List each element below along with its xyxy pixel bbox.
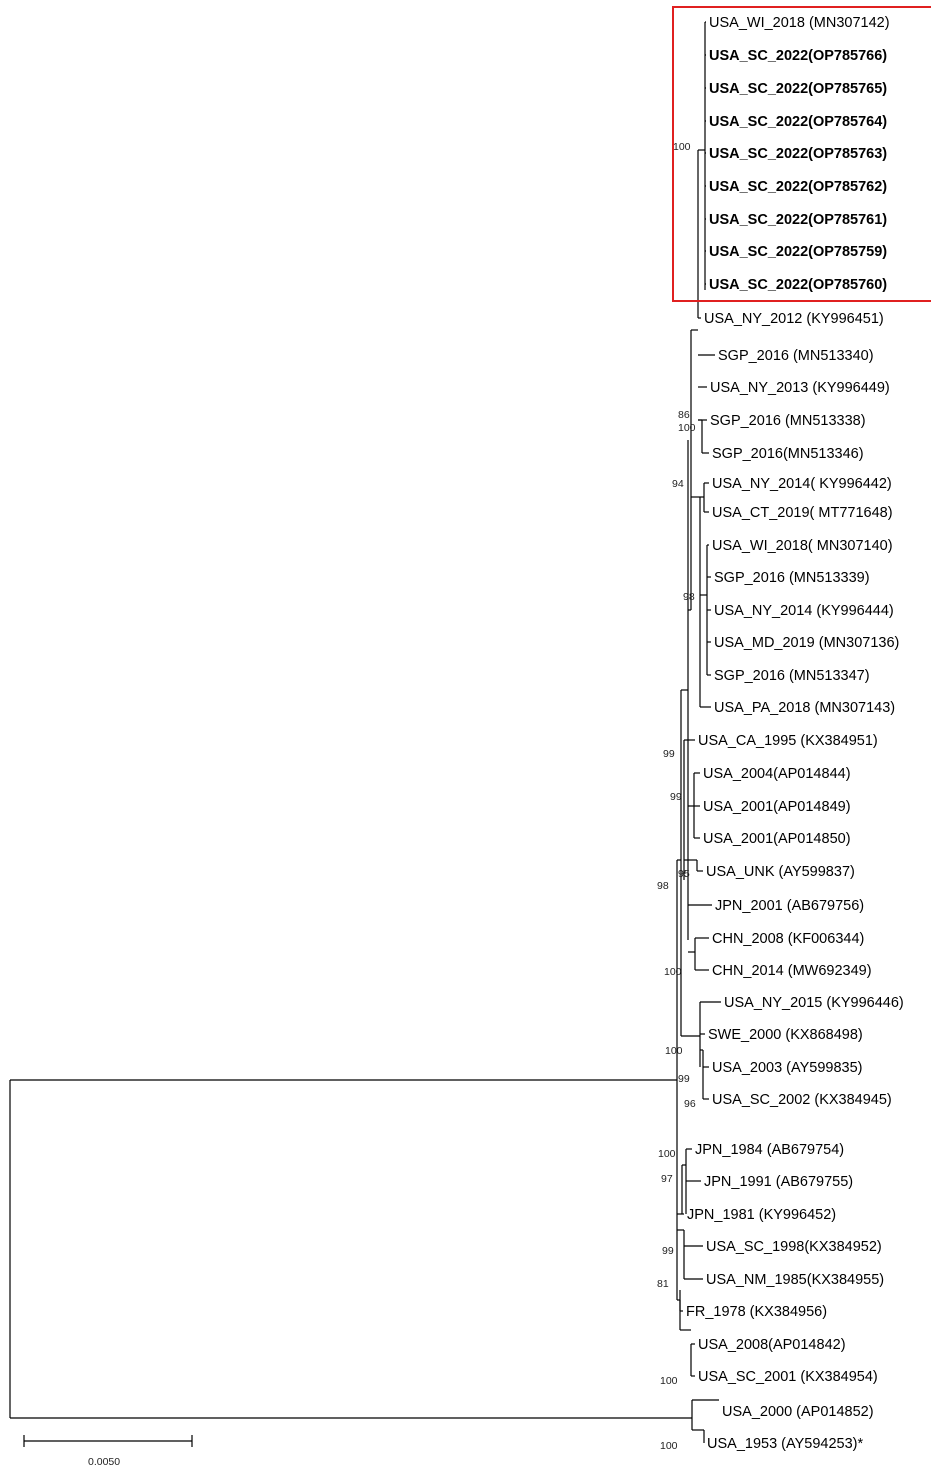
bootstrap-value: 98: [683, 591, 695, 603]
leaf-label: JPN_1984 (AB679754): [695, 1142, 844, 1158]
leaf-label: USA_2008(AP014842): [698, 1337, 846, 1353]
leaf-label: USA_2003 (AY599835): [712, 1060, 862, 1076]
leaf-label: SGP_2016 (MN513339): [714, 570, 870, 586]
leaf-label: JPN_1991 (AB679755): [704, 1174, 853, 1190]
leaf-label: USA_2001(AP014850): [703, 831, 851, 847]
bootstrap-value: 86: [678, 409, 690, 421]
leaf-label: USA_SC_2022(OP785761): [709, 212, 887, 228]
leaf-label: USA_MD_2019 (MN307136): [714, 635, 899, 651]
leaf-label: SGP_2016 (MN513338): [710, 413, 866, 429]
bootstrap-value: 99: [670, 791, 682, 803]
leaf-label: USA_NY_2015 (KY996446): [724, 995, 904, 1011]
scale-bar: 0.0050: [23, 1435, 193, 1468]
leaf-label: USA_SC_2022(OP785765): [709, 81, 887, 97]
leaf-label: USA_SC_2002 (KX384945): [712, 1092, 892, 1108]
leaf-label: USA_SC_2022(OP785766): [709, 48, 887, 64]
bootstrap-value: 99: [678, 1073, 690, 1085]
leaf-label: USA_NY_2014( KY996442): [712, 476, 892, 492]
bootstrap-value: 99: [662, 1245, 674, 1257]
bootstrap-value: 100: [660, 1440, 678, 1452]
leaf-label: CHN_2008 (KF006344): [712, 931, 864, 947]
leaf-label: USA_SC_2001 (KX384954): [698, 1369, 878, 1385]
bootstrap-value: 95: [678, 868, 690, 880]
leaf-label: USA_2004(AP014844): [703, 766, 851, 782]
leaf-label: USA_CA_1995 (KX384951): [698, 733, 878, 749]
leaf-label: USA_PA_2018 (MN307143): [714, 700, 895, 716]
leaf-label: USA_NY_2013 (KY996449): [710, 380, 890, 396]
leaf-label: SGP_2016 (MN513347): [714, 668, 870, 684]
bootstrap-value: 100: [678, 422, 696, 434]
bootstrap-value: 100: [673, 141, 691, 153]
bootstrap-value: 98: [657, 880, 669, 892]
leaf-label: FR_1978 (KX384956): [686, 1304, 827, 1320]
leaf-label: USA_2000 (AP014852): [722, 1404, 874, 1420]
leaf-label: USA_UNK (AY599837): [706, 864, 855, 880]
leaf-label: JPN_2001 (AB679756): [715, 898, 864, 914]
scale-bar-label: 0.0050: [88, 1456, 120, 1468]
leaf-label: JPN_1981 (KY996452): [687, 1207, 836, 1223]
leaf-label: USA_WI_2018( MN307140): [712, 538, 893, 554]
leaf-label: SWE_2000 (KX868498): [708, 1027, 863, 1043]
tree-branches: [9, 21, 721, 1443]
leaf-label: USA_1953 (AY594253)*: [707, 1436, 863, 1452]
leaf-label: USA_SC_2022(OP785763): [709, 146, 887, 162]
bootstrap-value: 100: [665, 1045, 683, 1057]
bootstrap-value: 97: [661, 1173, 673, 1185]
leaf-label: USA_WI_2018 (MN307142): [709, 15, 890, 31]
leaf-label: USA_NY_2012 (KY996451): [704, 311, 884, 327]
bootstrap-value: 81: [657, 1278, 669, 1290]
leaf-label: SGP_2016(MN513346): [712, 446, 864, 462]
bootstrap-value: 100: [660, 1375, 678, 1387]
leaf-label: USA_SC_2022(OP785759): [709, 244, 887, 260]
leaf-label: USA_NY_2014 (KY996444): [714, 603, 894, 619]
bootstrap-value: 100: [664, 966, 682, 978]
leaf-labels: USA_WI_2018 (MN307142) USA_SC_2022(OP7857…: [686, 15, 904, 1452]
bootstrap-value: 99: [663, 748, 675, 760]
leaf-label: SGP_2016 (MN513340): [718, 348, 874, 364]
leaf-label: USA_SC_2022(OP785760): [709, 277, 887, 293]
highlight-box: [672, 6, 931, 302]
bootstrap-values: 1008610094989999959810010099961009799811…: [657, 141, 696, 1452]
leaf-label: USA_SC_1998(KX384952): [706, 1239, 882, 1255]
bootstrap-value: 100: [658, 1148, 676, 1160]
leaf-label: USA_NM_1985(KX384955): [706, 1272, 884, 1288]
leaf-label: USA_SC_2022(OP785764): [709, 114, 887, 130]
leaf-label: USA_SC_2022(OP785762): [709, 179, 887, 195]
leaf-label: CHN_2014 (MW692349): [712, 963, 872, 979]
bootstrap-value: 94: [672, 478, 684, 490]
leaf-label: USA_2001(AP014849): [703, 799, 851, 815]
leaf-label: USA_CT_2019( MT771648): [712, 505, 893, 521]
bootstrap-value: 96: [684, 1098, 696, 1110]
